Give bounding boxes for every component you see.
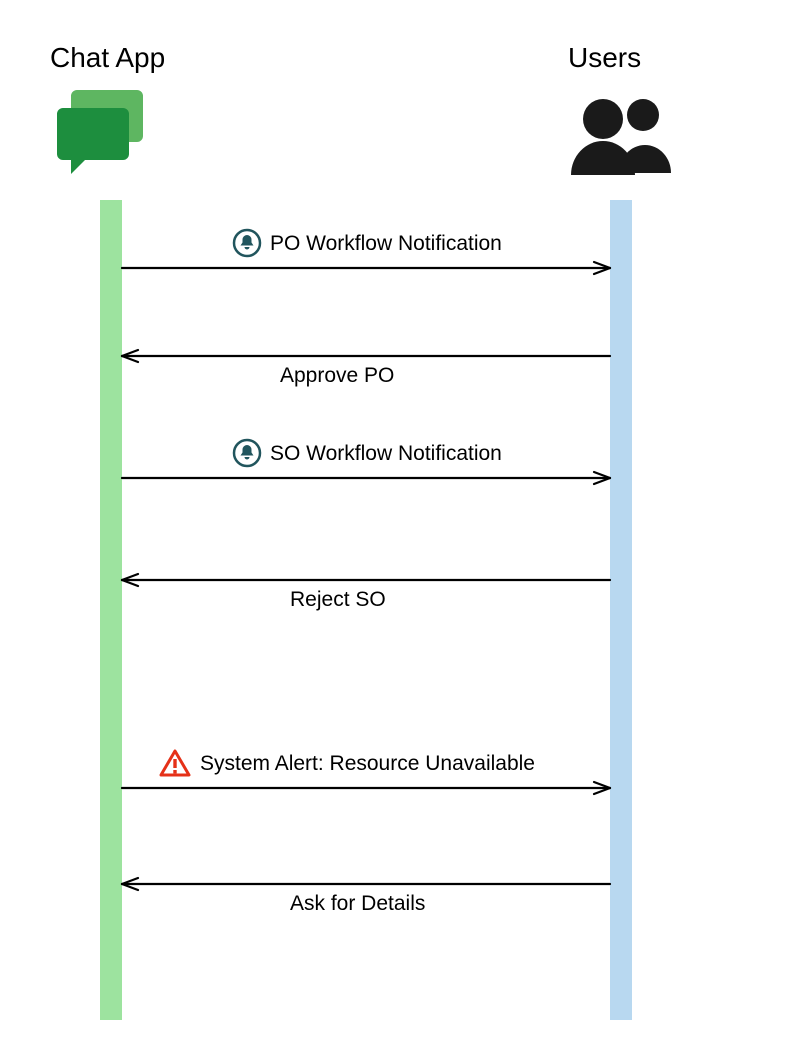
- msg-po-notify-label: PO Workflow Notification: [270, 232, 502, 256]
- bell-icon: [232, 438, 262, 468]
- msg-reject-so-label: Reject SO: [290, 588, 386, 612]
- msg-so-notify-label: SO Workflow Notification: [270, 442, 502, 466]
- sequence-diagram: Chat App Users PO Workflow: [0, 0, 788, 1050]
- alert-icon: [158, 748, 192, 778]
- bell-icon: [232, 228, 262, 258]
- msg-system-alert-label: System Alert: Resource Unavailable: [200, 752, 535, 776]
- msg-approve-po-label: Approve PO: [280, 364, 394, 388]
- msg-ask-details-label: Ask for Details: [290, 892, 425, 916]
